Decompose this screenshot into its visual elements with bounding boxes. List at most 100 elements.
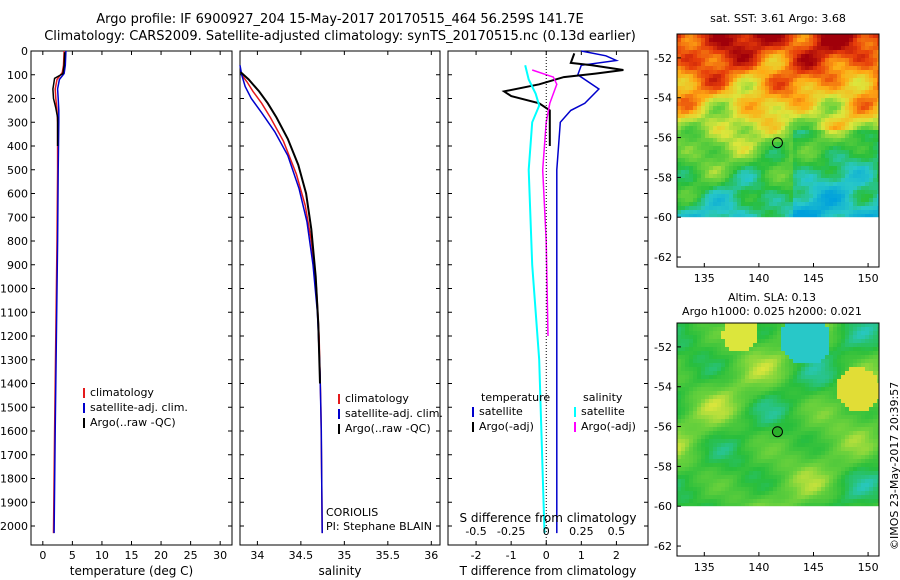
salinity-frame	[239, 50, 441, 546]
difference-x-tick-label: 2	[613, 549, 620, 562]
difference-series-line	[556, 50, 620, 534]
temperature-y-tick-label: 600	[7, 188, 28, 201]
temperature-y-tick-label: 2000	[0, 520, 28, 533]
temperature-y-tick-label: 900	[7, 259, 28, 272]
salinity-legend-label: Argo(..raw -QC)	[345, 422, 431, 435]
difference-legend-header: salinity	[583, 391, 623, 404]
sst_map-y-tick-label: -58	[654, 171, 672, 184]
temperature-y-tick-label: 1000	[0, 283, 28, 296]
sst_map-title: sat. SST: 3.61 Argo: 3.68	[710, 12, 846, 25]
difference-x-tick-label: 0	[543, 549, 550, 562]
difference-legend-label: Argo(-adj)	[479, 420, 534, 433]
difference-profile-chart: -2 -1 0 1 2 T difference from climatology -0.5…	[447, 50, 649, 578]
salinity-x-tick-label: 35	[337, 549, 351, 562]
salinity-legend-label: satellite-adj. clim.	[345, 407, 443, 420]
sla_map-y-tick-label: -54	[654, 381, 672, 394]
temperature-frame	[30, 50, 233, 546]
difference-s-tick-label: 0.25	[569, 525, 594, 538]
temperature-x-tick-label: 10	[95, 549, 109, 562]
sla_map-field	[677, 323, 881, 507]
salinity-x-tick-label: 36	[424, 549, 438, 562]
sla_map-x-tick-label: 135	[694, 561, 715, 574]
sst_map-frame	[676, 33, 880, 268]
difference-series-line	[501, 53, 624, 146]
salinity-annotation-line: PI: Stephane BLAIN	[326, 520, 432, 533]
difference-series-line	[524, 65, 546, 534]
salinity-series-line	[239, 65, 323, 534]
difference-s-tick-label: 0	[543, 525, 550, 538]
argo-location-marker	[771, 137, 783, 149]
salinity-legend-label: climatology	[345, 392, 409, 405]
temperature-y-tick-label: 1400	[0, 378, 28, 391]
temperature-y-tick-label: 1300	[0, 354, 28, 367]
sst_map-y-tick-label: -62	[654, 251, 672, 264]
sst-map: 135 140 145 150 -52 -54 -56 -58 -60 -62 sat. SST: …	[654, 12, 891, 285]
sla_map-x-tick-label: 150	[858, 561, 879, 574]
temperature-x-tick-label: 20	[154, 549, 168, 562]
sst_map-field	[677, 34, 881, 218]
difference-legend-label: satellite	[479, 405, 523, 418]
sst_map-y-tick-label: -56	[654, 132, 672, 145]
difference-x-tick-label: -2	[471, 549, 482, 562]
temperature-x-tick-label: 5	[69, 549, 76, 562]
sst_map-x-tick-label: 135	[694, 272, 715, 285]
temperature-series-line	[52, 52, 66, 146]
temperature-y-tick-label: 1800	[0, 473, 28, 486]
argo-location-marker	[771, 426, 783, 438]
sst_map-x-tick-label: 145	[803, 272, 824, 285]
salinity-x-tick-label: 35.5	[376, 549, 401, 562]
sla_map-x-tick-label: 140	[748, 561, 769, 574]
temperature-y-tick-label: 1600	[0, 425, 28, 438]
temperature-x-tick-label: 25	[184, 549, 198, 562]
temperature-y-tick-label: 1700	[0, 449, 28, 462]
temperature-x-axis-label: temperature (deg C)	[70, 564, 193, 578]
temperature-y-tick-label: 500	[7, 164, 28, 177]
temperature-legend-label: climatology	[90, 386, 154, 399]
sst_map-y-tick-label: -52	[654, 52, 672, 65]
difference-legend-label: satellite	[581, 405, 625, 418]
temperature-series-line	[53, 50, 67, 534]
salinity-profile-chart: 34 34.5 35 35.5 36 salinity climatology satelli…	[239, 50, 443, 578]
sla_map-subtitle: Argo h1000: 0.025 h2000: 0.021	[682, 305, 862, 318]
temperature-y-tick-label: 400	[7, 140, 28, 153]
difference-x-axis-label: T difference from climatology	[459, 564, 637, 578]
sla_map-y-tick-label: -52	[654, 341, 672, 354]
sst_map-y-tick-label: -54	[654, 92, 672, 105]
difference-s-tick-label: -0.25	[497, 525, 525, 538]
difference-x-tick-label: 1	[578, 549, 585, 562]
temperature-legend-label: Argo(..raw -QC)	[90, 416, 176, 429]
salinity-annotation-line: CORIOLIS	[326, 506, 378, 519]
temperature-y-tick-label: 0	[21, 45, 28, 58]
sst_map-nodata	[677, 217, 879, 271]
difference-frame	[447, 50, 649, 546]
salinity-x-axis-label: salinity	[318, 564, 361, 578]
temperature-x-tick-label: 15	[125, 549, 139, 562]
sla_map-y-tick-label: -60	[654, 500, 672, 513]
figure-title: Argo profile: IF 6900927_204 15-May-2017…	[96, 12, 584, 27]
temperature-y-tick-label: 1900	[0, 496, 28, 509]
sla_map-y-tick-label: -56	[654, 421, 672, 434]
difference-legend-header: temperature	[481, 391, 550, 404]
difference-s-tick-label: 0.5	[608, 525, 626, 538]
salinity-series-line	[240, 71, 321, 384]
temperature-y-tick-label: 200	[7, 93, 28, 106]
salinity-x-tick-label: 34	[250, 549, 264, 562]
temperature-legend-label: satellite-adj. clim.	[90, 401, 188, 414]
sla_map-y-tick-label: -58	[654, 460, 672, 473]
temperature-y-tick-label: 100	[7, 69, 28, 82]
temperature-y-tick-label: 700	[7, 211, 28, 224]
salinity-x-tick-label: 34.5	[289, 549, 314, 562]
sst_map-y-tick-label: -60	[654, 211, 672, 224]
difference-s-axis-label: S difference from climatology	[460, 511, 637, 525]
temperature-y-tick-label: 1100	[0, 306, 28, 319]
temperature-y-tick-label: 300	[7, 116, 28, 129]
sla_map-x-tick-label: 145	[803, 561, 824, 574]
sst_map-x-tick-label: 140	[748, 272, 769, 285]
sla_map-nodata	[677, 506, 879, 560]
figure-subtitle: Climatology: CARS2009. Satellite-adjuste…	[44, 29, 636, 44]
temperature-y-tick-label: 1500	[0, 401, 28, 414]
temperature-x-tick-label: 0	[39, 549, 46, 562]
sla_map-title: Altim. SLA: 0.13	[728, 291, 816, 304]
temperature-y-tick-label: 800	[7, 235, 28, 248]
